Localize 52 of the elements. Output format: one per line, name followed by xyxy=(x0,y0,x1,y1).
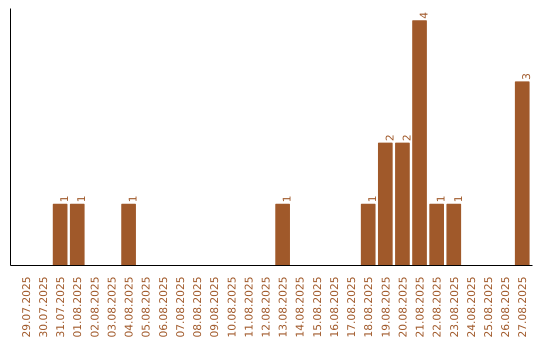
data-label: 1 xyxy=(434,196,448,202)
x-tick-label: 21.08.2025 xyxy=(414,276,427,338)
x-tick-label: 20.08.2025 xyxy=(396,276,410,338)
x-tick-label: 25.08.2025 xyxy=(482,276,495,338)
data-label: 2 xyxy=(400,134,414,142)
x-tick-label: 03.08.2025 xyxy=(105,276,118,338)
x-tick-label: 15.08.2025 xyxy=(310,276,324,338)
x-tick-label: 24.08.2025 xyxy=(464,276,478,338)
bar xyxy=(446,204,462,266)
x-tick-label: 05.08.2025 xyxy=(140,276,153,338)
x-tick-label: 19.08.2025 xyxy=(379,276,392,338)
x-tick-label: 17.08.2025 xyxy=(345,276,358,338)
x-tick-label: 31.07.2025 xyxy=(54,276,68,338)
x-tick-label: 12.08.2025 xyxy=(260,276,273,338)
x-tick-label: 14.08.2025 xyxy=(294,276,307,338)
data-label: 1 xyxy=(280,196,294,202)
x-tick-label: 23.08.2025 xyxy=(448,276,461,338)
x-tick-label: 18.08.2025 xyxy=(362,276,376,338)
data-label: 1 xyxy=(366,196,380,202)
x-tick-label: 11.08.2025 xyxy=(242,276,256,338)
x-tick-label: 26.08.2025 xyxy=(499,276,512,338)
data-label: 3 xyxy=(520,73,534,80)
x-tick-label: 13.08.2025 xyxy=(276,276,290,338)
x-tick-label: 07.08.2025 xyxy=(174,276,187,338)
bar xyxy=(412,20,427,266)
data-label: 4 xyxy=(418,12,431,19)
x-tick-label: 22.08.2025 xyxy=(430,276,444,338)
bar xyxy=(395,142,410,266)
x-tick-label: 16.08.2025 xyxy=(328,276,341,338)
data-label: 1 xyxy=(58,196,72,202)
data-label: 1 xyxy=(75,196,88,202)
x-tick-label: 29.07.2025 xyxy=(20,276,33,338)
data-label: 1 xyxy=(126,196,140,202)
bar xyxy=(70,204,85,266)
data-label: 2 xyxy=(383,134,396,142)
x-tick-label: 27.08.2025 xyxy=(516,276,530,338)
x-tick-label: 04.08.2025 xyxy=(122,276,136,338)
bar xyxy=(275,204,290,266)
bar xyxy=(121,204,136,266)
x-tick-label: 01.08.2025 xyxy=(71,276,84,338)
data-label: 1 xyxy=(452,196,465,202)
x-tick-label: 30.07.2025 xyxy=(37,276,50,338)
bar xyxy=(52,204,68,266)
bar xyxy=(429,204,444,266)
bar xyxy=(360,204,376,266)
x-tick-label: 08.08.2025 xyxy=(191,276,204,338)
x-tick-label: 09.08.2025 xyxy=(208,276,222,338)
bar xyxy=(378,142,393,266)
bar xyxy=(514,81,530,266)
x-tick-label: 06.08.2025 xyxy=(156,276,170,338)
x-tick-label: 02.08.2025 xyxy=(88,276,102,338)
x-tick-label: 10.08.2025 xyxy=(225,276,238,338)
